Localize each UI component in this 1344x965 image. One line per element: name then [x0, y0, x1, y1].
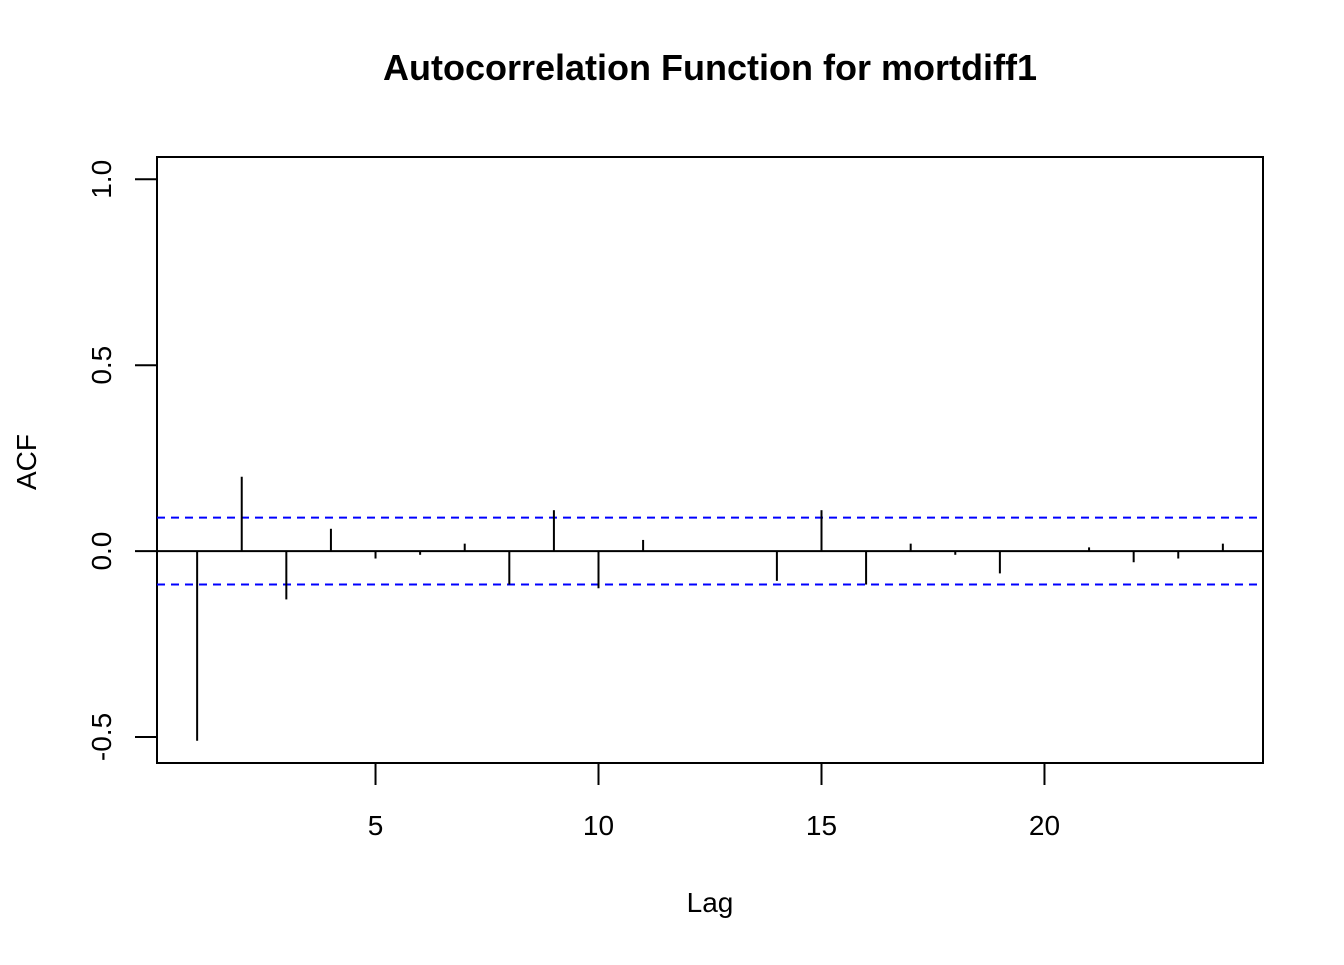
plot-frame — [156, 156, 1264, 764]
x-axis-label: Lag — [687, 887, 734, 918]
chart-title: Autocorrelation Function for mortdiff1 — [383, 47, 1037, 88]
y-axis-label: ACF — [11, 434, 42, 490]
y-axis: -0.5 0.0 0.5 1.0 — [86, 160, 157, 761]
x-tick-label: 20 — [1029, 810, 1060, 841]
x-tick-label: 5 — [368, 810, 384, 841]
x-tick-label: 10 — [583, 810, 614, 841]
y-tick-label: 0.0 — [86, 532, 117, 571]
y-tick-label: 0.5 — [86, 346, 117, 385]
acf-stems — [196, 476, 1224, 741]
x-axis: 5 10 15 20 — [368, 763, 1060, 841]
confidence-bounds — [157, 516, 1263, 586]
y-tick-label: -0.5 — [86, 713, 117, 761]
x-tick-label: 15 — [806, 810, 837, 841]
y-tick-label: 1.0 — [86, 160, 117, 199]
